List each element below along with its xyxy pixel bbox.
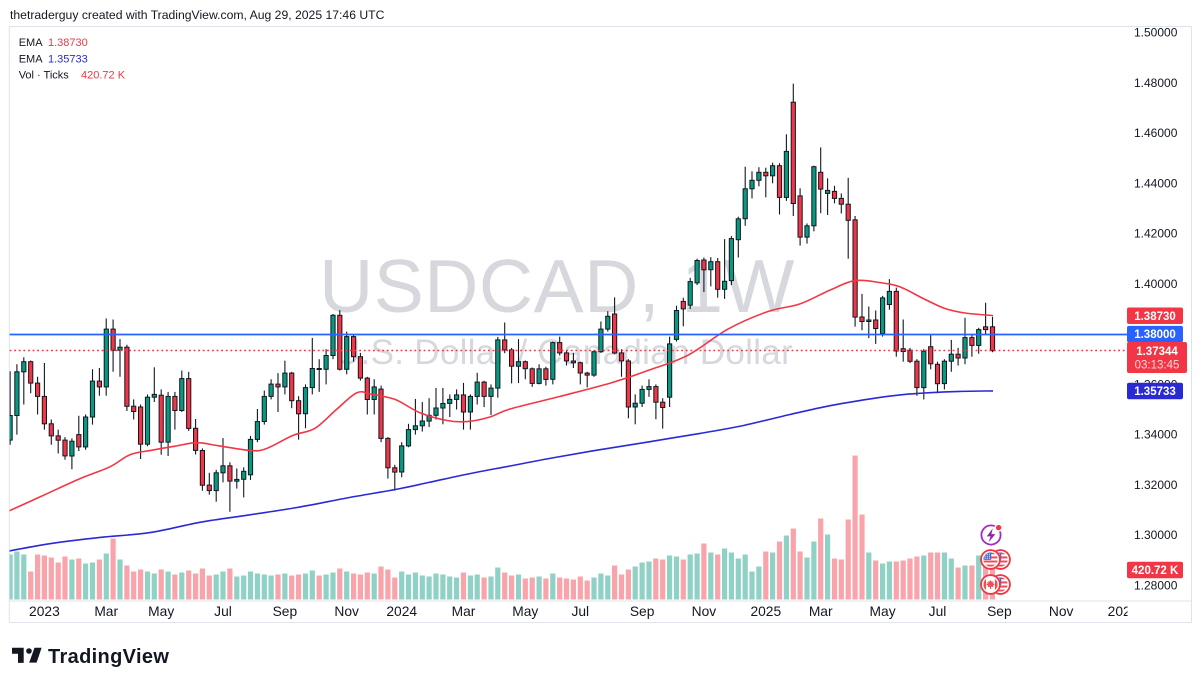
svg-text:Sep: Sep: [273, 604, 298, 619]
svg-text:May: May: [870, 604, 896, 619]
svg-text:2026: 2026: [1108, 604, 1139, 619]
svg-text:1.38730: 1.38730: [1134, 311, 1176, 323]
svg-text:Nov: Nov: [1049, 604, 1074, 619]
svg-text:Jul: Jul: [214, 604, 232, 619]
svg-text:1.28000: 1.28000: [1134, 578, 1178, 592]
svg-text:May: May: [148, 604, 174, 619]
svg-text:TradingView: TradingView: [48, 646, 169, 668]
svg-text:2025: 2025: [750, 604, 781, 619]
svg-text:EMA: EMA: [19, 53, 44, 65]
svg-text:1.35733: 1.35733: [48, 53, 88, 65]
svg-text:Sep: Sep: [987, 604, 1012, 619]
svg-text:thetraderguy created with Trad: thetraderguy created with TradingView.co…: [10, 8, 385, 22]
svg-text:1.38730: 1.38730: [48, 37, 88, 49]
svg-text:03:13:45: 03:13:45: [1135, 360, 1180, 372]
svg-text:2023: 2023: [29, 604, 60, 619]
svg-text:Jul: Jul: [929, 604, 947, 619]
svg-text:420.72 K: 420.72 K: [81, 70, 126, 82]
svg-text:2024: 2024: [386, 604, 417, 619]
svg-text:1.50000: 1.50000: [1134, 26, 1178, 40]
svg-text:1.30000: 1.30000: [1134, 528, 1178, 542]
svg-text:Nov: Nov: [692, 604, 717, 619]
svg-text:Jul: Jul: [571, 604, 589, 619]
svg-text:420.72 K: 420.72 K: [1132, 565, 1179, 577]
svg-text:1.40000: 1.40000: [1134, 277, 1178, 291]
svg-text:U.S. Dollar / Canadian Dollar: U.S. Dollar / Canadian Dollar: [335, 333, 793, 372]
svg-text:May: May: [512, 604, 538, 619]
svg-text:Mar: Mar: [809, 604, 833, 619]
svg-text:Mar: Mar: [94, 604, 118, 619]
svg-text:EMA: EMA: [19, 37, 44, 49]
svg-text:1.44000: 1.44000: [1134, 176, 1178, 190]
svg-text:1.42000: 1.42000: [1134, 227, 1178, 241]
svg-text:Mar: Mar: [452, 604, 476, 619]
svg-text:1.48000: 1.48000: [1134, 76, 1178, 90]
svg-text:Sep: Sep: [630, 604, 655, 619]
svg-text:1.46000: 1.46000: [1134, 126, 1178, 140]
svg-text:1.38000: 1.38000: [1134, 329, 1176, 341]
svg-text:1.37344: 1.37344: [1136, 346, 1178, 358]
svg-text:Vol · Ticks: Vol · Ticks: [19, 70, 70, 82]
svg-text:Nov: Nov: [334, 604, 359, 619]
svg-text:1.32000: 1.32000: [1134, 478, 1178, 492]
svg-text:1.34000: 1.34000: [1134, 428, 1178, 442]
svg-text:1.35733: 1.35733: [1134, 386, 1176, 398]
